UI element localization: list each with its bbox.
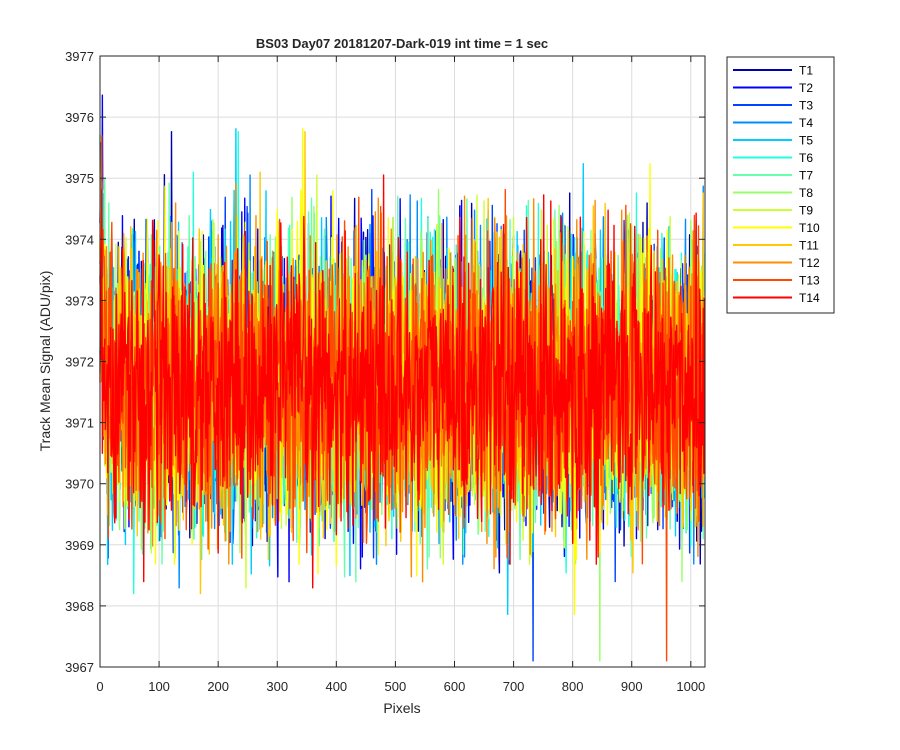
legend-label-t4: T4 xyxy=(799,116,813,130)
legend: T1 T2 T3 T4 T5 T6 T7 T8 T9 T10 T11 T12 T13 T14 xyxy=(726,56,835,314)
axis-ticks xyxy=(99,55,705,668)
legend-label-t9: T9 xyxy=(799,204,813,218)
x-tick-label: 100 xyxy=(148,679,170,694)
y-axis-label: Track Mean Signal (ADU/pix) xyxy=(37,271,53,452)
x-tick-label: 800 xyxy=(562,679,584,694)
y-tick-label: 3972 xyxy=(65,355,94,370)
x-tick-label: 700 xyxy=(503,679,525,694)
legend-label-t6: T6 xyxy=(799,151,813,165)
y-tick-label: 3968 xyxy=(65,599,94,614)
y-tick-label: 3976 xyxy=(65,110,94,125)
x-tick-label: 400 xyxy=(325,679,347,694)
y-tick-label: 3971 xyxy=(65,416,94,431)
y-tick-label: 3973 xyxy=(65,293,94,308)
x-tick-label: 1000 xyxy=(676,679,705,694)
legend-label-t2: T2 xyxy=(799,81,813,95)
x-tick-label: 500 xyxy=(385,679,407,694)
legend-label-t10: T10 xyxy=(799,221,820,235)
x-axis-label: Pixels xyxy=(383,700,420,716)
x-tick-labels: 0 100 200 300 400 500 600 700 800 900 1000 xyxy=(96,679,705,694)
legend-label-t13: T13 xyxy=(799,274,820,288)
series-line-t14 xyxy=(99,174,706,589)
chart-title: BS03 Day07 20181207-Dark-019 int time = … xyxy=(256,36,548,51)
legend-label-t12: T12 xyxy=(799,256,820,270)
legend-label-t5: T5 xyxy=(799,134,813,148)
legend-label-t3: T3 xyxy=(799,99,813,113)
y-tick-label: 3970 xyxy=(65,477,94,492)
legend-label-t14: T14 xyxy=(799,291,820,305)
y-tick-label: 3969 xyxy=(65,538,94,553)
plot-area xyxy=(99,55,706,668)
legend-label-t7: T7 xyxy=(799,169,813,183)
y-tick-label: 3974 xyxy=(65,232,94,247)
y-tick-label: 3967 xyxy=(65,660,94,675)
series-lines xyxy=(99,94,706,662)
y-tick-labels: 3967 3968 3969 3970 3971 3972 3973 3974 3975 3976… xyxy=(65,49,94,675)
y-tick-label: 3977 xyxy=(65,49,94,64)
legend-label-t1: T1 xyxy=(799,64,813,78)
legend-label-t11: T11 xyxy=(799,239,819,253)
x-tick-label: 0 xyxy=(96,679,103,694)
x-tick-label: 200 xyxy=(207,679,229,694)
x-tick-label: 300 xyxy=(266,679,288,694)
y-tick-label: 3975 xyxy=(65,171,94,186)
legend-items: T1 T2 T3 T4 T5 T6 T7 T8 T9 T10 T11 T12 T13 T14 xyxy=(733,64,820,305)
x-tick-label: 600 xyxy=(444,679,466,694)
legend-label-t8: T8 xyxy=(799,186,813,200)
legend-box xyxy=(726,56,835,314)
x-tick-label: 900 xyxy=(621,679,643,694)
